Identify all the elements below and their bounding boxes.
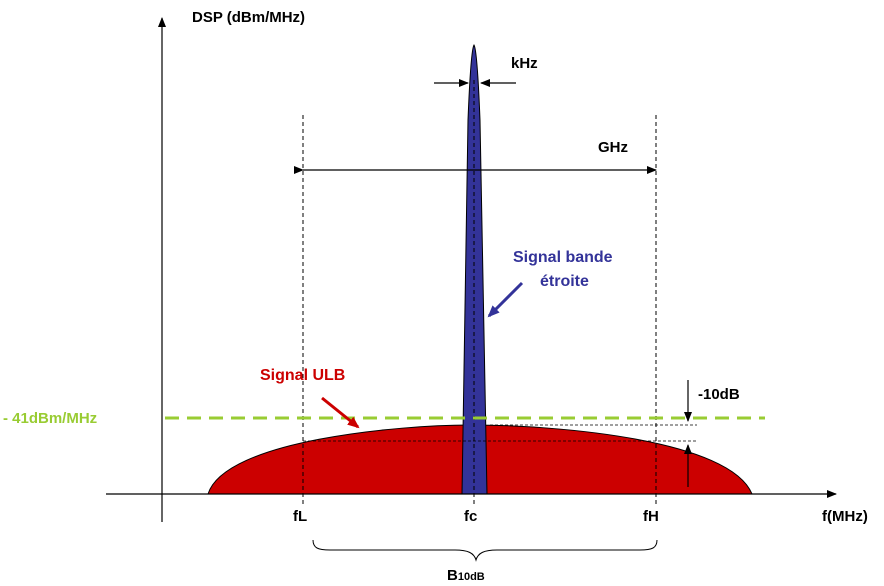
narrowband-label-line1: Signal bande	[513, 249, 613, 266]
bandwidth-label-main: B	[447, 567, 458, 584]
bandwidth-label-sub: 10dB	[458, 571, 485, 583]
bandwidth-brace	[312, 539, 658, 562]
uwb-label: Signal ULB	[260, 367, 345, 384]
bandwidth-label: B10dB	[447, 567, 485, 584]
x-axis-label: f(MHz)	[822, 508, 868, 525]
ghz-label: GHz	[598, 139, 628, 156]
fH-label: fH	[643, 508, 659, 525]
khz-label: kHz	[511, 55, 538, 72]
minus10db-label: -10dB	[698, 386, 740, 403]
fc-label: fc	[464, 508, 477, 525]
narrowband-pointer-arrow	[487, 281, 524, 318]
limit-label: - 41dBm/MHz	[3, 410, 97, 427]
uwb-pointer-arrow	[321, 396, 360, 429]
narrowband-label-line2: étroite	[540, 273, 589, 290]
fL-label: fL	[293, 508, 307, 525]
y-axis-label: DSP (dBm/MHz)	[192, 9, 305, 26]
